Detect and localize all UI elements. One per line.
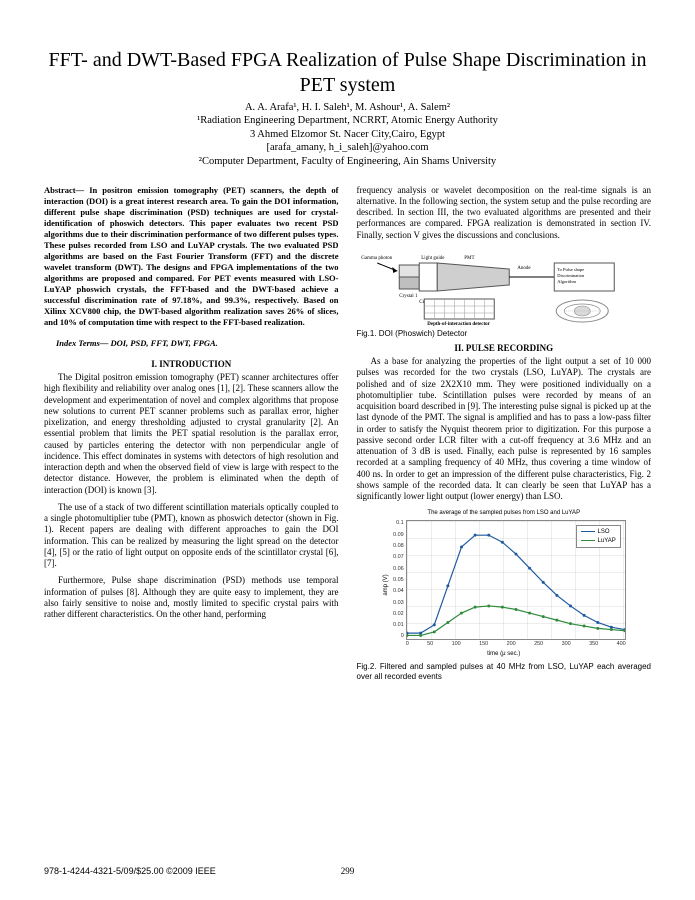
affiliation-address: 3 Ahmed Elzomor St. Nacer City,Cairo, Eg… — [44, 128, 651, 142]
affiliation-email: [arafa_amany, h_i_saleh]@yahoo.com — [44, 141, 651, 155]
figure-2: The average of the sampled pulses from L… — [357, 510, 652, 682]
section-2-heading: II. PULSE RECORDING — [357, 343, 652, 354]
label-pmt: PMT — [464, 256, 474, 261]
chart-plot-area: LSO LuYAP — [406, 520, 626, 640]
figure-1-diagram: Gamma photon Light guide PMT Anode — [357, 249, 652, 327]
right-column: frequency analysis or wavelet decomposit… — [357, 185, 652, 687]
legend-lso: LSO — [598, 529, 610, 535]
section-1-heading: I. INTRODUCTION — [44, 359, 339, 370]
label-gamma: Gamma photon — [361, 256, 392, 261]
col2-para-1: frequency analysis or wavelet decomposit… — [357, 185, 652, 241]
section-2-para-1: As a base for analyzing the properties o… — [357, 356, 652, 502]
chart-title: The average of the sampled pulses from L… — [374, 510, 634, 518]
section-1-para-1: The Digital positron emission tomography… — [44, 372, 339, 496]
footer-copyright: 978-1-4244-4321-5/09/$25.00 ©2009 IEEE — [44, 866, 216, 876]
authors: A. A. Arafa¹, H. I. Saleh¹, M. Ashour¹, … — [44, 102, 651, 113]
svg-text:Algorithm: Algorithm — [557, 279, 576, 284]
page-footer: 978-1-4244-4321-5/09/$25.00 ©2009 IEEE 2… — [44, 866, 651, 876]
chart-legend: LSO LuYAP — [576, 525, 621, 548]
left-column: Abstract— In positron emission tomograph… — [44, 185, 339, 687]
svg-text:Discrimination: Discrimination — [557, 273, 585, 278]
footer-page-number: 299 — [341, 866, 355, 876]
abstract: Abstract— In positron emission tomograph… — [44, 185, 339, 329]
section-1-para-3: Furthermore, Pulse shape discrimination … — [44, 575, 339, 620]
figure-1: Gamma photon Light guide PMT Anode — [357, 249, 652, 339]
label-doi: Depth-of-interaction detector — [427, 322, 490, 327]
label-crystal1: Crystal 1 — [399, 294, 418, 299]
legend-luyap: LuYAP — [598, 538, 616, 544]
chart-xticks: 050100150200250300350400 — [406, 641, 626, 648]
index-terms: Index Terms— DOI, PSD, FFT, DWT, FPGA. — [44, 338, 339, 349]
chart-xlabel: time (μ sec.) — [374, 651, 634, 659]
figure-2-chart: The average of the sampled pulses from L… — [374, 510, 634, 660]
section-1-para-2: The use of a stack of two different scin… — [44, 502, 339, 570]
label-lightguide: Light guide — [421, 256, 445, 261]
figure-1-caption: Fig.1. DOI (Phoswich) Detector — [357, 329, 652, 339]
affiliation-2: ²Computer Department, Faculty of Enginee… — [44, 155, 651, 169]
label-psd: To Pulse shape — [557, 267, 584, 272]
figure-2-caption: Fig.2. Filtered and sampled pulses at 40… — [357, 662, 652, 682]
two-column-body: Abstract— In positron emission tomograph… — [44, 185, 651, 687]
label-anode: Anode — [517, 266, 531, 271]
chart-yticks: 00.010.020.030.040.050.060.070.080.090.1 — [386, 520, 404, 640]
paper-title: FFT- and DWT-Based FPGA Realization of P… — [44, 48, 651, 98]
affiliation-1: ¹Radiation Engineering Department, NCRRT… — [44, 114, 651, 128]
